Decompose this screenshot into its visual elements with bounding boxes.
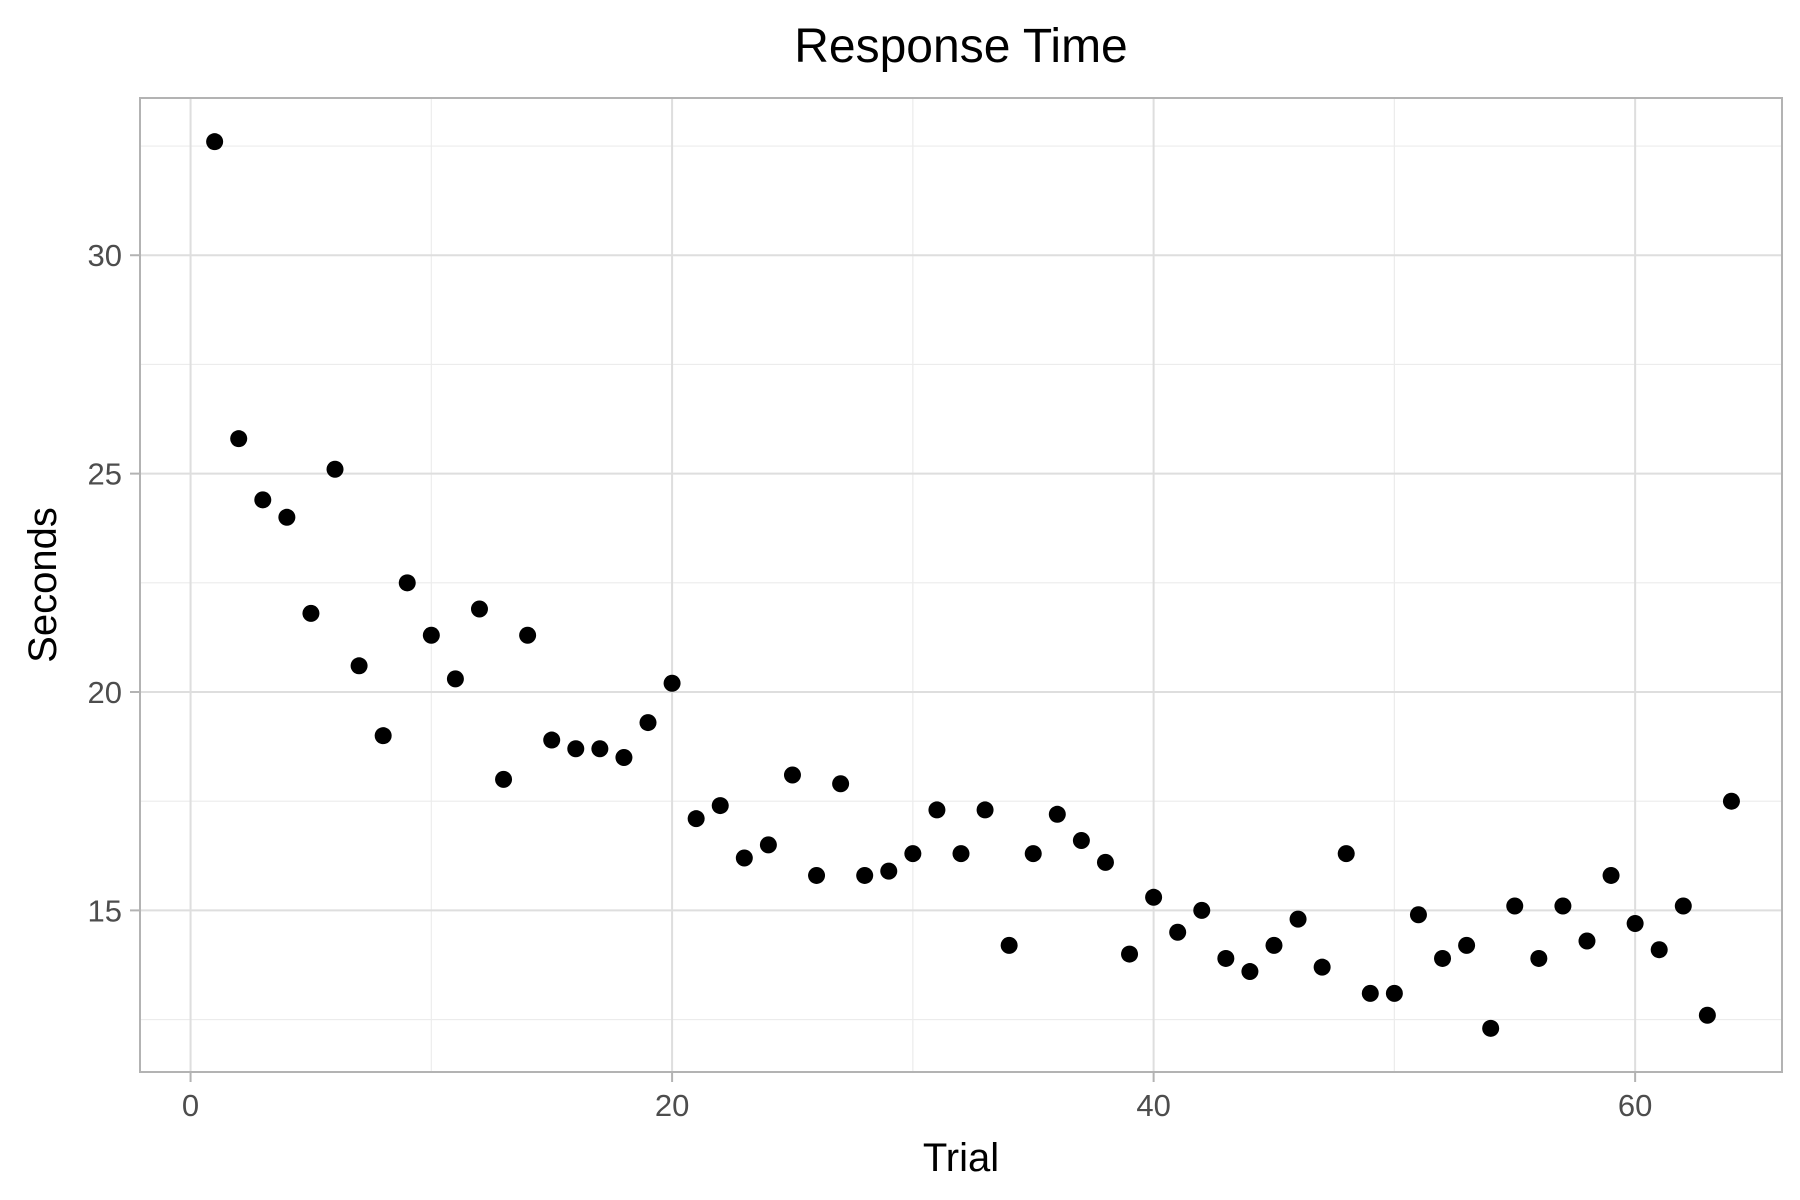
data-point [278,508,296,526]
data-point [470,600,488,618]
x-tick-label: 0 [182,1088,199,1123]
data-point [1409,906,1427,924]
data-point [880,862,898,880]
data-point [495,770,513,788]
data-point [1626,914,1644,932]
y-axis-ticks: 15 20 25 30 [88,238,140,928]
data-point [1313,958,1331,976]
data-point [1145,888,1163,906]
data-point [1482,1019,1500,1037]
data-point [1096,853,1114,871]
plot-panel-border [139,97,1783,1073]
data-point [1650,941,1668,959]
data-point [1193,901,1211,919]
data-point [254,491,272,509]
data-point [422,626,440,644]
data-point [398,574,416,592]
data-point [1602,866,1620,884]
data-point [1674,897,1692,915]
data-point [326,460,344,478]
data-point [543,731,561,749]
y-axis-title: Seconds [21,507,65,663]
data-point [350,657,368,675]
x-tick-label: 60 [1618,1088,1652,1123]
data-point [567,740,585,758]
x-axis-ticks: 0 20 40 60 [182,1072,1652,1123]
data-point [591,740,609,758]
y-tick-label: 20 [88,675,122,710]
data-point [1698,1006,1716,1024]
data-point [1024,845,1042,863]
data-point [663,674,681,692]
data-point [1530,949,1548,967]
data-point [639,714,657,732]
data-point [1289,910,1307,928]
data-point [1554,897,1572,915]
data-point [374,727,392,745]
data-point [302,604,320,622]
x-tick-label: 40 [1136,1088,1170,1123]
data-point [1241,963,1259,981]
data-point [615,749,633,767]
data-point [1265,936,1283,954]
data-point [206,133,224,151]
data-point [832,775,850,793]
y-tick-label: 15 [88,893,122,928]
data-point [687,810,705,828]
data-point [1385,984,1403,1002]
data-point [1722,792,1740,810]
x-tick-label: 20 [655,1088,689,1123]
data-point [1578,932,1596,950]
y-tick-label: 30 [88,238,122,273]
data-point [783,766,801,784]
data-point [759,836,777,854]
data-point [1361,984,1379,1002]
data-point [1169,923,1187,941]
data-point [446,670,464,688]
data-point [928,801,946,819]
data-point [976,801,994,819]
data-point [952,845,970,863]
data-point [904,845,922,863]
data-point [1337,845,1355,863]
data-point [1072,832,1090,850]
x-axis-title: Trial [923,1136,999,1180]
data-point [808,866,826,884]
y-tick-label: 25 [88,457,122,492]
data-point [711,797,729,815]
data-point [519,626,537,644]
data-point [1434,949,1452,967]
data-point [1000,936,1018,954]
data-point [1217,949,1235,967]
data-point [856,866,874,884]
data-point [735,849,753,867]
data-point [230,430,248,448]
data-point [1458,936,1476,954]
grid [140,98,1782,1072]
data-points [206,133,1740,1037]
data-point [1506,897,1524,915]
data-point [1048,805,1066,823]
chart-title: Response Time [794,20,1128,73]
data-point [1121,945,1139,963]
